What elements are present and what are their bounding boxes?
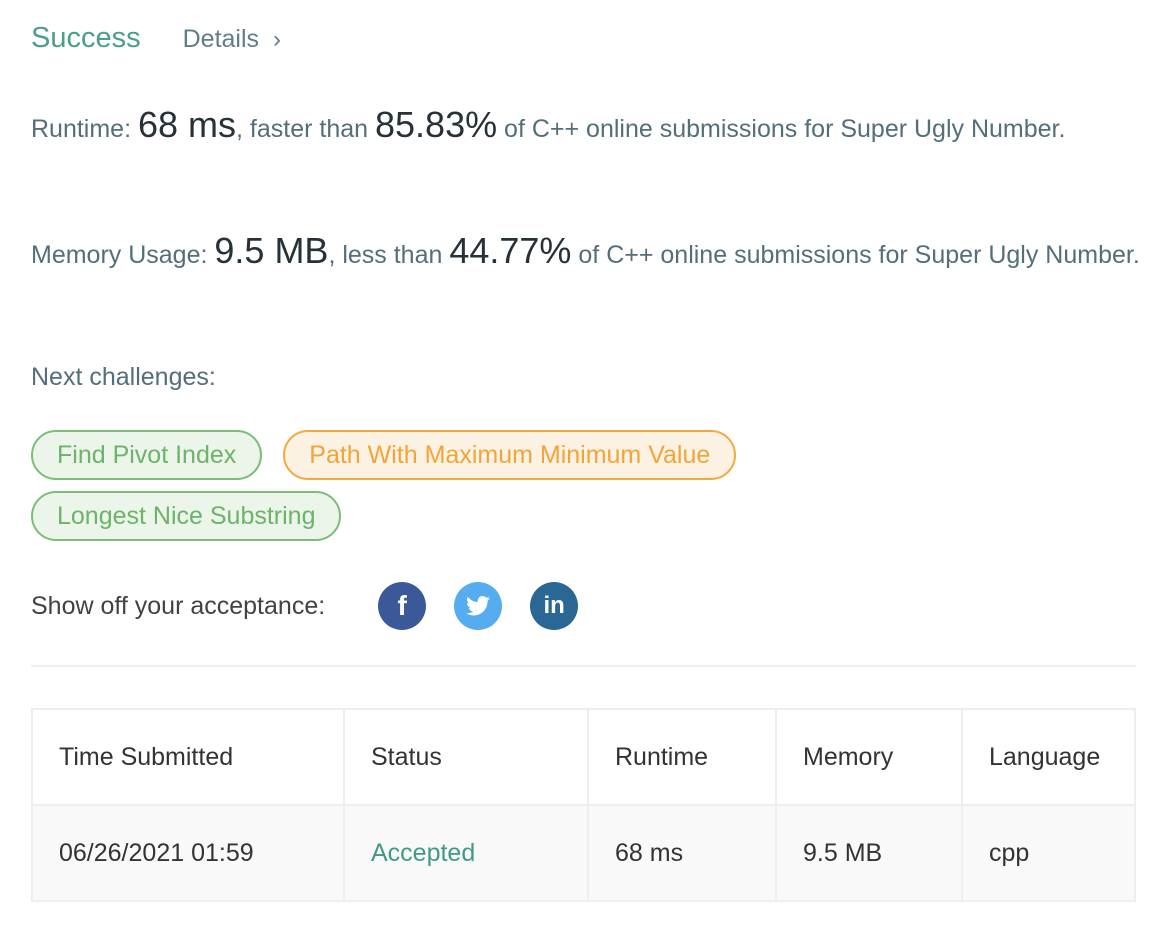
details-label: Details: [182, 25, 260, 53]
memory-value: 9.5 MB: [214, 230, 329, 271]
runtime-label: Runtime:: [31, 115, 138, 143]
column-time-submitted: Time Submitted: [31, 708, 345, 806]
column-runtime: Runtime: [587, 708, 777, 806]
memory-mid: , less than: [328, 241, 450, 269]
runtime-value: 68 ms: [137, 104, 237, 145]
runtime-tail: of C++ online submissions for Super Ugly…: [497, 115, 1066, 143]
next-challenges-label: Next challenges:: [31, 363, 216, 391]
linkedin-icon[interactable]: in: [530, 582, 579, 630]
twitter-icon[interactable]: [454, 582, 503, 630]
runtime-mid: , faster than: [236, 115, 375, 143]
cell-language: cpp: [961, 804, 1136, 902]
column-language: Language: [961, 708, 1136, 806]
facebook-icon[interactable]: f: [378, 582, 427, 630]
column-status: Status: [343, 708, 589, 806]
next-challenges-list: Find Pivot Index Path With Maximum Minim…: [31, 430, 1031, 541]
challenge-path-with-maximum-minimum-value[interactable]: Path With Maximum Minimum Value: [283, 430, 737, 480]
result-status: Success: [31, 22, 141, 54]
cell-status: Accepted: [343, 804, 589, 902]
cell-time-submitted: 06/26/2021 01:59: [31, 804, 345, 902]
share-row: Show off your acceptance: f in: [31, 582, 606, 630]
table-header-row: Time Submitted Status Runtime Memory Lan…: [31, 708, 1136, 806]
divider: [31, 665, 1136, 667]
memory-summary: Memory Usage: 9.5 MB, less than 44.77% o…: [31, 230, 1141, 276]
challenge-longest-nice-substring[interactable]: Longest Nice Substring: [31, 491, 342, 541]
details-link[interactable]: Details ›: [183, 25, 281, 54]
runtime-percent: 85.83%: [375, 104, 498, 145]
table-row: 06/26/2021 01:59 Accepted 68 ms 9.5 MB c…: [31, 804, 1136, 902]
submissions-table: Time Submitted Status Runtime Memory Lan…: [31, 708, 1136, 902]
column-memory: Memory: [775, 708, 963, 806]
memory-label: Memory Usage:: [31, 241, 215, 269]
memory-tail: of C++ online submissions for Super Ugly…: [571, 241, 1140, 269]
cell-runtime: 68 ms: [587, 804, 777, 902]
share-label: Show off your acceptance:: [31, 591, 326, 620]
runtime-summary: Runtime: 68 ms, faster than 85.83% of C+…: [31, 104, 1141, 150]
status-accepted-link[interactable]: Accepted: [371, 838, 476, 867]
memory-percent: 44.77%: [449, 230, 572, 271]
challenge-find-pivot-index[interactable]: Find Pivot Index: [31, 430, 263, 480]
cell-memory: 9.5 MB: [775, 804, 963, 902]
result-header: Success Details ›: [31, 22, 281, 55]
chevron-right-icon: ›: [273, 26, 282, 53]
